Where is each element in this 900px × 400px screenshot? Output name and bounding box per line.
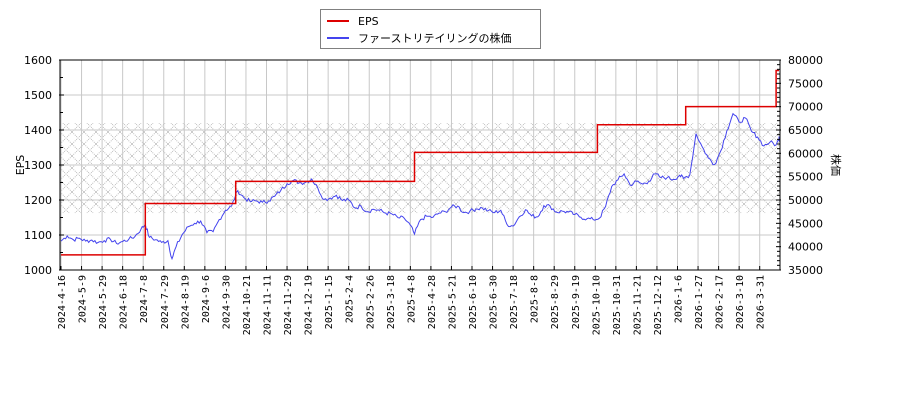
x-tick-label: 2025-7-18 — [509, 275, 520, 329]
legend: EPS ファーストリテイリングの株価 — [320, 9, 541, 49]
x-tick-label: 2024-7-8 — [139, 275, 150, 323]
x-tick-label: 2024-5-9 — [78, 275, 89, 323]
left-tick-label: 1100 — [24, 229, 52, 242]
x-tick-label: 2024-6-18 — [119, 275, 130, 329]
plot-area — [59, 59, 781, 271]
right-tick-label: 50000 — [788, 194, 823, 207]
x-tick-label: 2024-11-29 — [283, 275, 294, 335]
x-tick-label: 2025-2-26 — [365, 275, 376, 329]
x-tick-label: 2024-10-21 — [242, 275, 253, 335]
x-tick-label: 2025-6-30 — [489, 275, 500, 329]
left-y-axis: 1000 1100 1200 1300 1400 1500 1600 — [24, 54, 64, 277]
left-tick-label: 1200 — [24, 194, 52, 207]
right-axis-title: 株価 — [829, 154, 843, 176]
x-tick-label: 2026-3-10 — [735, 275, 746, 329]
right-tick-label: 45000 — [788, 217, 823, 230]
left-tick-label: 1600 — [24, 54, 52, 67]
left-tick-label: 1500 — [24, 89, 52, 102]
left-tick-label: 1000 — [24, 264, 52, 277]
price-swatch-icon — [327, 37, 349, 39]
right-tick-label: 35000 — [788, 264, 823, 277]
left-tick-label: 1300 — [24, 159, 52, 172]
x-tick-label: 2025-6-10 — [468, 275, 479, 329]
legend-label-eps: EPS — [358, 14, 379, 28]
shaded-band — [60, 123, 780, 214]
x-tick-label: 2025-4-8 — [406, 275, 417, 323]
right-tick-label: 60000 — [788, 147, 823, 160]
right-tick-label: 40000 — [788, 241, 823, 254]
x-tick-label: 2026-2-17 — [715, 275, 726, 329]
eps-swatch-icon — [327, 20, 349, 22]
right-tick-label: 70000 — [788, 101, 823, 114]
right-tick-label: 55000 — [788, 171, 823, 184]
x-tick-label: 2025-2-4 — [345, 275, 356, 323]
legend-item-price: ファーストリテイリングの株価 — [327, 31, 511, 45]
x-tick-label: 2025-9-19 — [571, 275, 582, 329]
x-tick-label: 2026-1-27 — [694, 275, 705, 329]
x-tick-label: 2024-5-29 — [98, 275, 109, 329]
right-tick-label: 80000 — [788, 54, 823, 67]
x-tick-label: 2025-11-21 — [632, 275, 643, 335]
x-tick-label: 2025-5-21 — [447, 275, 458, 329]
x-tick-label: 2024-4-16 — [57, 275, 68, 329]
x-tick-label: 2025-10-10 — [591, 275, 602, 335]
x-tick-label: 2025-3-18 — [386, 275, 397, 329]
x-tick-label: 2025-4-28 — [427, 275, 438, 329]
right-y-axis: 35000 40000 45000 50000 55000 60000 65000 70000… — [776, 54, 823, 277]
x-tick-label: 2025-12-12 — [653, 275, 664, 335]
right-tick-label: 75000 — [788, 77, 823, 90]
x-tick-label: 2024-9-6 — [201, 275, 212, 323]
x-tick-label: 2026-1-6 — [674, 275, 685, 323]
x-tick-label: 2025-1-15 — [324, 275, 335, 329]
legend-label-price: ファーストリテイリングの株価 — [358, 32, 512, 45]
left-axis-title: EPS — [14, 155, 27, 176]
left-tick-label: 1400 — [24, 124, 52, 137]
x-tick-label: 2024-7-29 — [160, 275, 171, 329]
x-tick-label: 2024-12-19 — [304, 275, 315, 335]
x-tick-label: 2025-8-29 — [550, 275, 561, 329]
x-tick-label: 2024-8-19 — [180, 275, 191, 329]
x-axis: 2024-4-16 2024-5-9 2024-5-29 2024-6-18 2024-… — [57, 266, 767, 335]
x-tick-label: 2024-9-30 — [221, 275, 232, 329]
x-tick-label: 2025-10-31 — [612, 275, 623, 335]
x-tick-label: 2024-11-11 — [263, 275, 274, 335]
legend-item-eps: EPS — [327, 14, 379, 28]
x-tick-label: 2025-8-8 — [530, 275, 541, 323]
price-series-line — [60, 112, 780, 261]
x-tick-label: 2026-3-31 — [756, 275, 767, 329]
eps-series-line — [61, 69, 779, 256]
right-tick-label: 65000 — [788, 124, 823, 137]
